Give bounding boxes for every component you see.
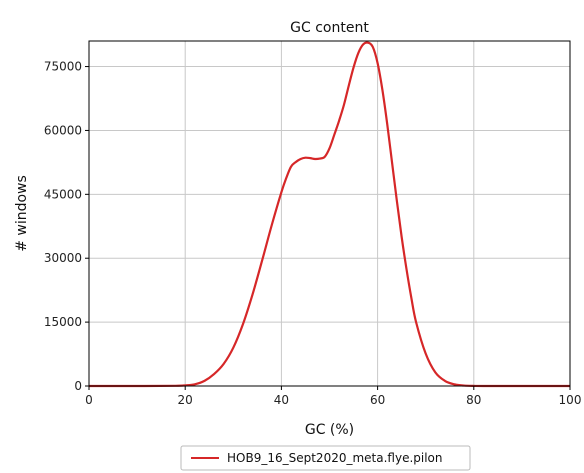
grid-lines — [89, 41, 570, 386]
x-tick-label: 100 — [559, 393, 582, 407]
legend-label-hob9: HOB9_16_Sept2020_meta.flye.pilon — [227, 451, 443, 465]
axis-ticks: 0 20 40 60 80 100 0 15000 30000 45000 60000 75000 — [44, 60, 582, 407]
y-tick-label: 60000 — [44, 123, 82, 137]
y-axis-label: # windows — [14, 175, 30, 252]
x-tick-label: 40 — [274, 393, 289, 407]
legend-box — [180, 445, 471, 471]
series-line-0 — [88, 41, 570, 388]
x-tick-label: 0 — [85, 393, 93, 407]
chart-title: GC content — [290, 20, 369, 36]
plot-frame — [88, 40, 571, 387]
y-tick-label: 75000 — [44, 60, 82, 74]
legend: HOB9_16_Sept2020_meta.flye.pilon — [180, 445, 471, 471]
x-tick-label: 20 — [178, 393, 193, 407]
y-tick-label: 45000 — [44, 187, 82, 201]
series-lines — [88, 41, 570, 388]
y-tick-label: 0 — [74, 379, 82, 393]
x-axis-label: GC (%) — [305, 422, 354, 438]
y-tick-label: 30000 — [44, 251, 82, 265]
y-tick-label: 15000 — [44, 315, 82, 329]
x-tick-label: 80 — [466, 393, 481, 407]
x-tick-label: 60 — [370, 393, 385, 407]
